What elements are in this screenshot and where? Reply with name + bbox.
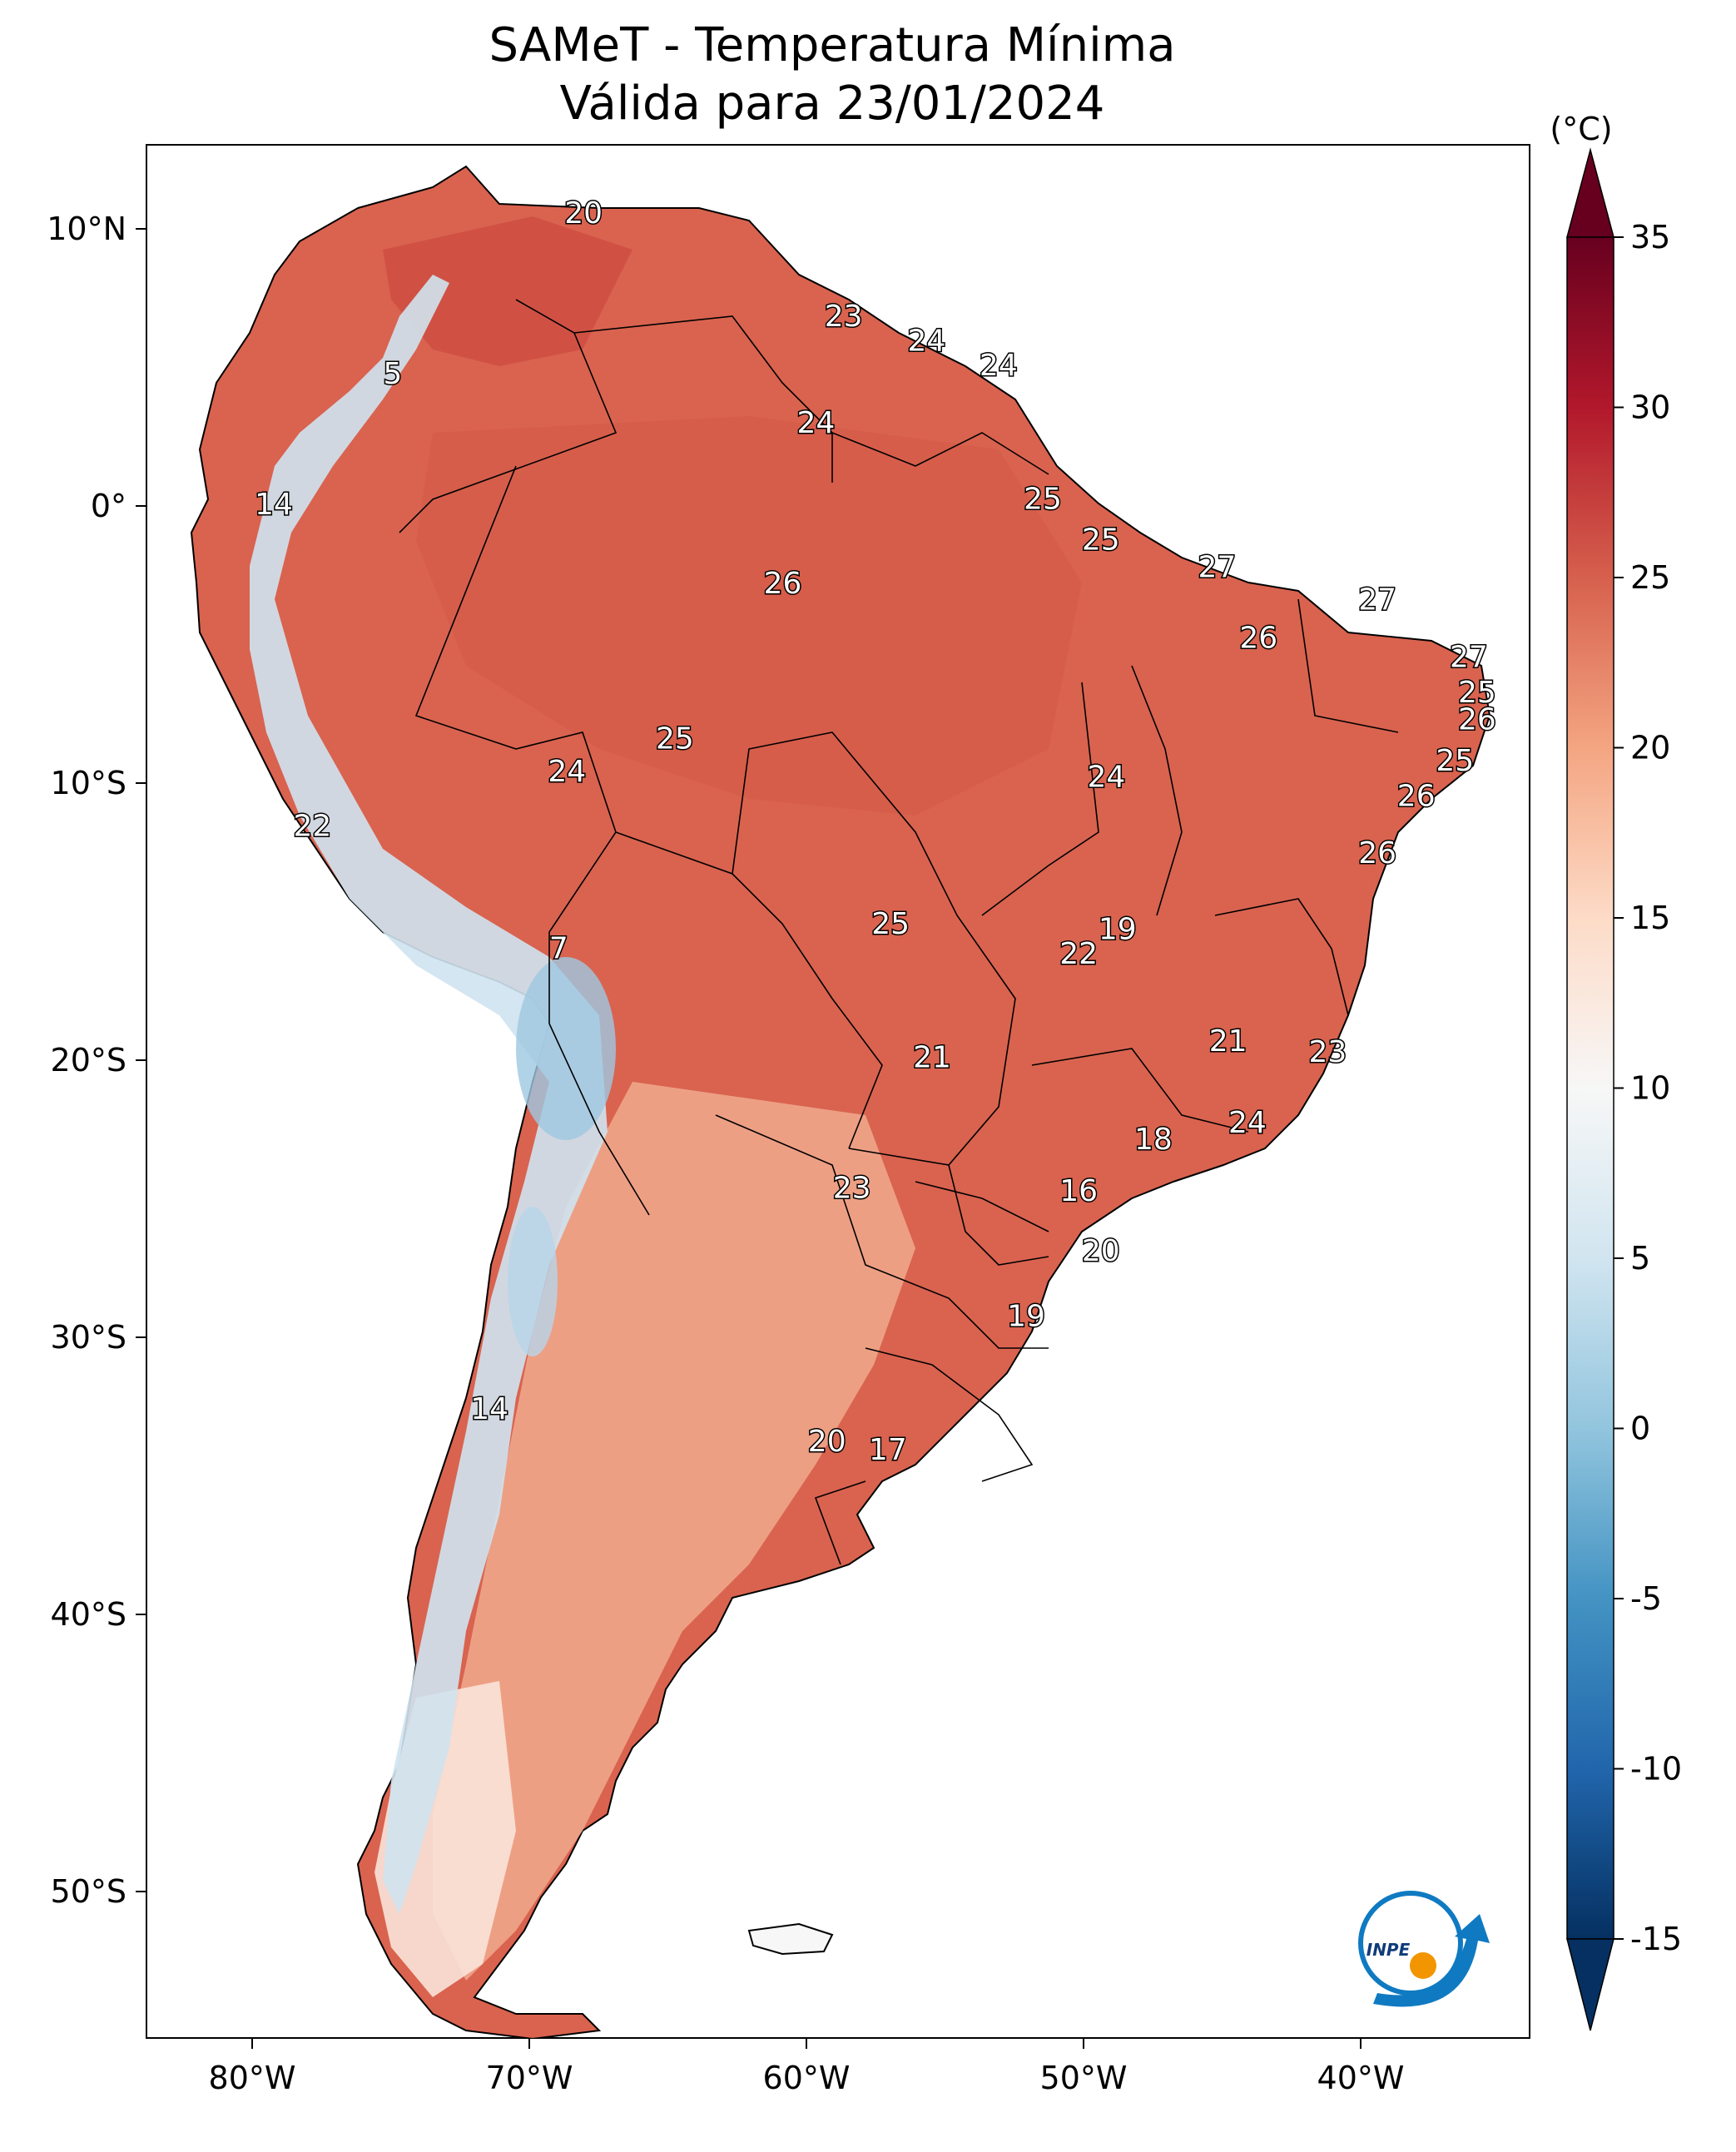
city-temperature-label: 27 [1450, 640, 1488, 674]
city-temperature-label: 24 [797, 406, 836, 440]
x-tick-label: 80°W [209, 2060, 296, 2096]
title-line-1: SAMeT - Temperatura Mínima [489, 18, 1176, 72]
colorbar-tick-label: 5 [1630, 1240, 1650, 1277]
colorbar-gradient [1566, 236, 1614, 1940]
y-tick-label: 0° [91, 488, 126, 524]
colorbar-tick-label: -15 [1630, 1921, 1682, 1957]
colorbar-tick-label: 15 [1630, 900, 1670, 936]
city-temperature-label: 27 [1358, 583, 1396, 617]
city-temperature-label: 20 [808, 1425, 846, 1459]
title-line-2: Válida para 23/01/2024 [559, 77, 1105, 131]
city-temperature-label: 14 [470, 1392, 508, 1426]
logo-arc-arrow [1373, 1914, 1490, 2007]
country-borders [399, 299, 1399, 1565]
city-temperature-label: 18 [1134, 1123, 1173, 1157]
x-tick-label: 60°W [763, 2060, 851, 2096]
map-title: SAMeT - Temperatura Mínima Válida para 2… [0, 17, 1664, 133]
y-tick-label: 10°N [47, 211, 126, 247]
y-tick-label: 50°S [51, 1873, 126, 1910]
city-temperature-label: 25 [871, 907, 910, 941]
city-temperature-label: 19 [1099, 913, 1137, 947]
colorbar-tick-label: 10 [1630, 1070, 1670, 1107]
colorbar-tick-label: -5 [1630, 1580, 1662, 1617]
city-temperature-label: 24 [548, 755, 586, 789]
colorbar-tick-label: 0 [1630, 1411, 1650, 1447]
x-tick-label: 70°W [486, 2060, 573, 2096]
city-temperature-label: 25 [656, 722, 694, 756]
colorbar-tick-label: 20 [1630, 730, 1670, 766]
y-tick-label: 20°S [51, 1042, 126, 1078]
colorbar-bottom-arrow [1566, 1938, 1614, 2031]
city-temperature-label: 23 [825, 300, 863, 334]
y-tick-label: 10°S [51, 765, 126, 801]
colorbar: (°C) 35 30 25 20 15 10 5 0 -5 -10 -15 [1550, 111, 1682, 2031]
x-axis: 80°W 70°W 60°W 50°W 40°W [209, 2038, 1405, 2096]
city-temperature-label: 22 [294, 809, 332, 843]
warm-region-amazon [416, 416, 1082, 816]
city-temperature-label: 19 [1007, 1300, 1045, 1334]
city-temperature-label: 24 [980, 349, 1018, 383]
city-temperature-label: 17 [869, 1433, 907, 1467]
logo-orange-dot [1410, 1952, 1436, 1979]
city-temperature-label: 20 [1082, 1234, 1120, 1268]
colorbar-tick-label: 30 [1630, 389, 1670, 426]
city-temperature-label: 21 [913, 1041, 951, 1075]
city-temperature-label: 25 [1024, 483, 1062, 517]
colorbar-tick-label: 35 [1630, 219, 1670, 255]
colorbar-tick-label: -10 [1630, 1751, 1682, 1788]
city-temperature-label: 24 [1088, 760, 1126, 794]
city-temperature-label: 22 [1059, 937, 1098, 971]
logo-ring [1358, 1891, 1463, 1996]
city-temperature-label: 25 [1458, 676, 1496, 710]
city-temperature-label: 26 [1458, 703, 1496, 737]
city-temperature-label: 23 [1308, 1035, 1347, 1069]
city-temperature-label: 23 [833, 1172, 871, 1206]
inpe-logo: INPE [1358, 1891, 1490, 2007]
falkland-islands [747, 1922, 834, 1956]
logo-text: INPE [1366, 1940, 1411, 1960]
colorbar-tick-label: 25 [1630, 559, 1670, 596]
altiplano-cold-spot [516, 957, 616, 1140]
city-temperature-label: 27 [1198, 550, 1236, 584]
city-temperature-label: 24 [1228, 1106, 1267, 1140]
city-temperature-label: 26 [1239, 621, 1277, 655]
city-temperature-label: 20 [564, 196, 603, 231]
colorbar-top-arrow [1566, 147, 1614, 238]
city-temperature-label: 16 [1059, 1174, 1098, 1208]
colorbar-ticks: 35 30 25 20 15 10 5 0 -5 -10 -15 [1614, 219, 1682, 1957]
x-tick-label: 50°W [1040, 2060, 1128, 2096]
city-temperature-label: 7 [549, 932, 568, 966]
city-temperature-label: 25 [1082, 523, 1120, 558]
city-temperature-label: 24 [907, 325, 945, 359]
warm-region [383, 216, 632, 366]
y-tick-label: 30°S [51, 1319, 126, 1356]
city-temperature-label: 25 [1436, 744, 1474, 778]
colorbar-unit: (°C) [1550, 111, 1612, 147]
city-temperature-label: 21 [1209, 1024, 1247, 1059]
map-content [190, 165, 1491, 2038]
city-temperature-label: 26 [764, 567, 802, 601]
city-temperature-label: 5 [383, 357, 402, 391]
city-temperature-label: 14 [255, 488, 293, 522]
x-tick-label: 40°W [1317, 2060, 1405, 2096]
city-temperature-label: 26 [1397, 779, 1436, 813]
y-axis: 10°N 0° 10°S 20°S 30°S 40°S 50°S [47, 211, 146, 1910]
y-tick-label: 40°S [51, 1596, 126, 1633]
andes-south-cold-spot [508, 1207, 558, 1356]
city-temperature-label: 26 [1358, 836, 1396, 870]
